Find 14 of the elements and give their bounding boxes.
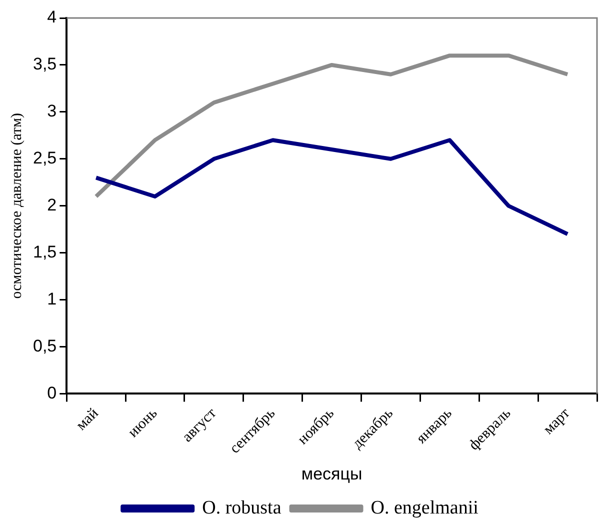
y-axis-title: осмотическое давление (атм) (8, 112, 25, 299)
y-tick-label: 0,5 (32, 336, 57, 356)
legend-label: O. robusta (202, 497, 282, 518)
y-tick-label: 0 (47, 383, 57, 402)
y-tick-label: 2,5 (32, 148, 57, 168)
y-tick-label: 3 (47, 102, 57, 121)
x-axis-title: месяцы (301, 464, 362, 484)
y-tick-label: 1,5 (32, 242, 57, 262)
y-tick-label: 2 (47, 196, 57, 215)
y-tick-label: 1 (47, 289, 57, 308)
y-tick-label: 4 (47, 8, 57, 27)
legend-label: O. engelmanii (370, 497, 478, 518)
y-tick-label: 3,5 (32, 54, 57, 74)
x-tick-label: май (73, 405, 102, 434)
